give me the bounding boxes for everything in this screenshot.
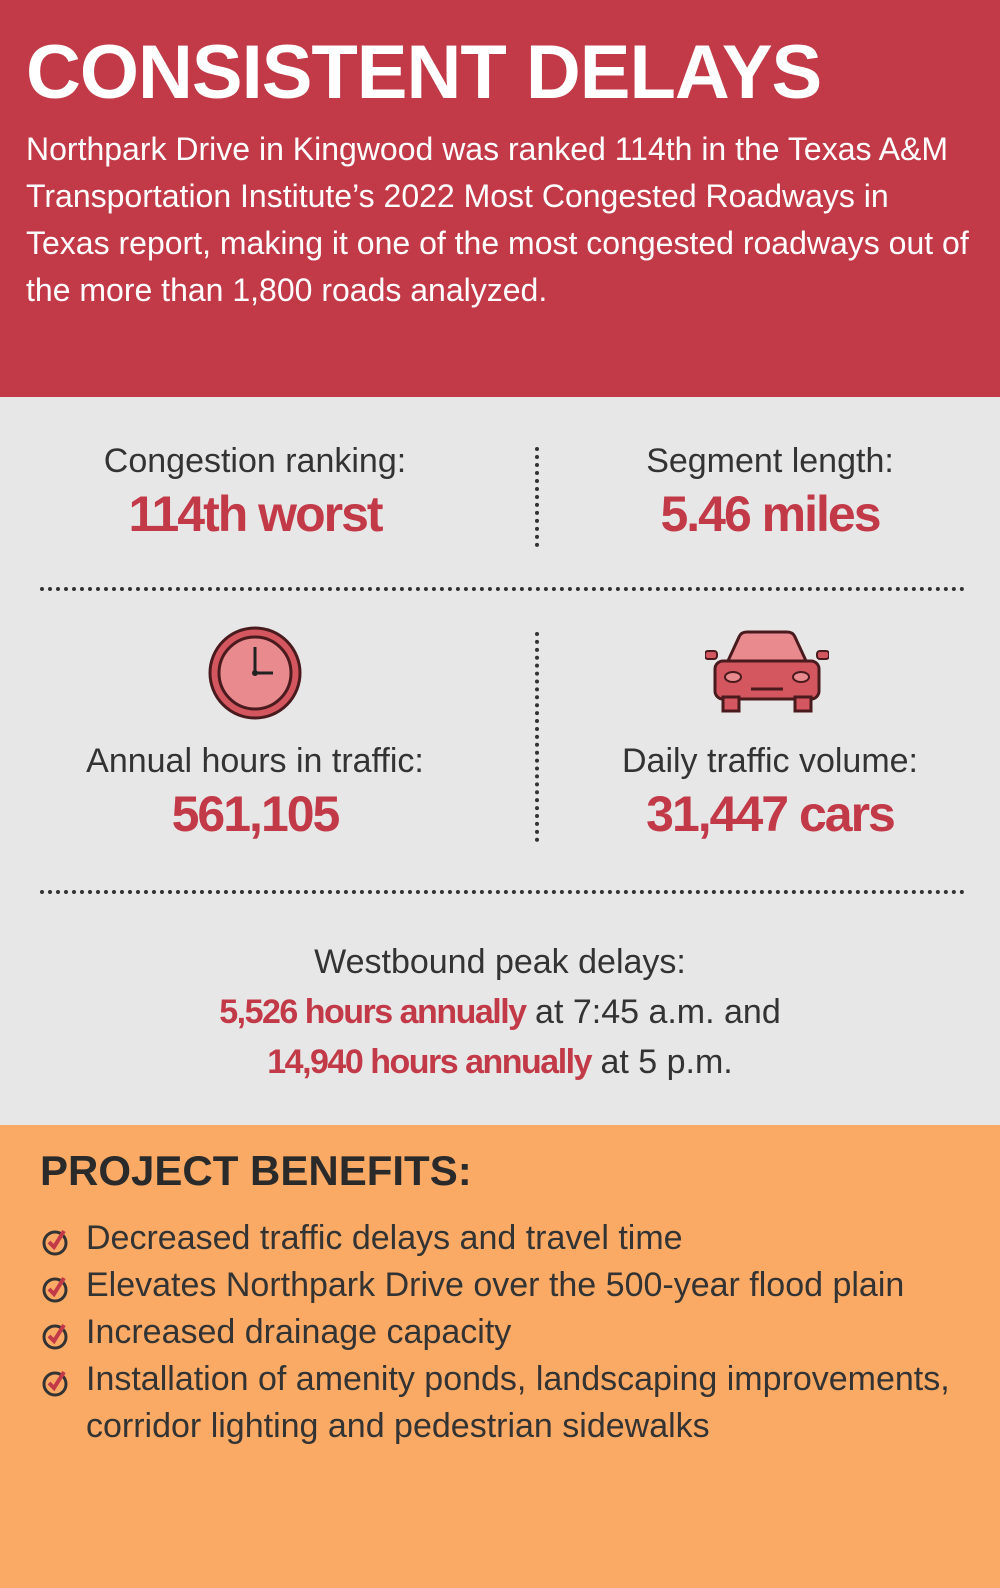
stat-label: Congestion ranking:	[103, 442, 407, 480]
benefits-title: PROJECT BENEFITS:	[40, 1147, 472, 1194]
benefit-item: Increased drainage capacity	[40, 1309, 960, 1356]
stat-value: 5.46 miles	[660, 486, 881, 542]
clock-icon	[208, 626, 302, 720]
check-icon	[42, 1276, 68, 1303]
peak-rest: at 7:45 a.m. and	[535, 993, 781, 1031]
stat: Annual hours in traffic: 561,105	[15, 742, 495, 843]
divider	[40, 587, 965, 591]
peak-bold: 14,940 hours annually	[267, 1043, 592, 1081]
stat-label: Annual hours in traffic:	[86, 742, 424, 780]
peak-line: 14,940 hours annually at 5 p.m.	[0, 1037, 1000, 1087]
stat: Congestion ranking: 114th worst	[15, 442, 495, 543]
benefit-text: Increased drainage capacity	[86, 1313, 512, 1351]
divider	[40, 890, 965, 894]
divider	[535, 447, 539, 547]
peak-label: Westbound peak delays:	[314, 943, 686, 981]
check-icon	[42, 1229, 68, 1256]
peak-rest: at 5 p.m.	[600, 1043, 733, 1081]
benefit-text: Elevates Northpark Drive over the 500-ye…	[86, 1266, 905, 1304]
benefit-text: Installation of amenity ponds, landscapi…	[86, 1360, 950, 1445]
benefit-item: Decreased traffic delays and travel time	[40, 1215, 960, 1262]
check-icon	[42, 1370, 68, 1397]
check-icon	[42, 1323, 68, 1350]
stat: Daily traffic volume: 31,447 cars	[530, 742, 1000, 843]
peak-line: 5,526 hours annually at 7:45 a.m. and	[0, 987, 1000, 1037]
stat-value: 31,447 cars	[646, 786, 896, 842]
intro: Northpark Drive in Kingwood was ranked 1…	[26, 131, 969, 308]
benefit-item: Elevates Northpark Drive over the 500-ye…	[40, 1262, 960, 1309]
stat: Segment length: 5.46 miles	[530, 442, 1000, 543]
benefits: PROJECT BENEFITS: Decreased traffic dela…	[0, 1125, 1000, 1588]
stat-value: 114th worst	[128, 486, 383, 542]
title: CONSISTENT DELAYS	[26, 30, 822, 115]
stat-label: Segment length:	[646, 442, 894, 480]
stat-label: Daily traffic volume:	[621, 742, 919, 780]
benefit-list: Decreased traffic delays and travel time…	[40, 1215, 960, 1450]
stat-value: 561,105	[171, 786, 341, 842]
benefit-text: Decreased traffic delays and travel time	[86, 1219, 683, 1257]
header: CONSISTENT DELAYS Northpark Drive in Kin…	[0, 0, 1000, 397]
car-icon	[705, 630, 829, 713]
stats-panel: Congestion ranking: 114th worst Segment l…	[0, 397, 1000, 1125]
peak-bold: 5,526 hours annually	[219, 993, 527, 1031]
divider	[535, 632, 539, 842]
peak-delays: Westbound peak delays: 5,526 hours annua…	[0, 937, 1000, 1087]
benefit-item: Installation of amenity ponds, landscapi…	[40, 1356, 960, 1450]
